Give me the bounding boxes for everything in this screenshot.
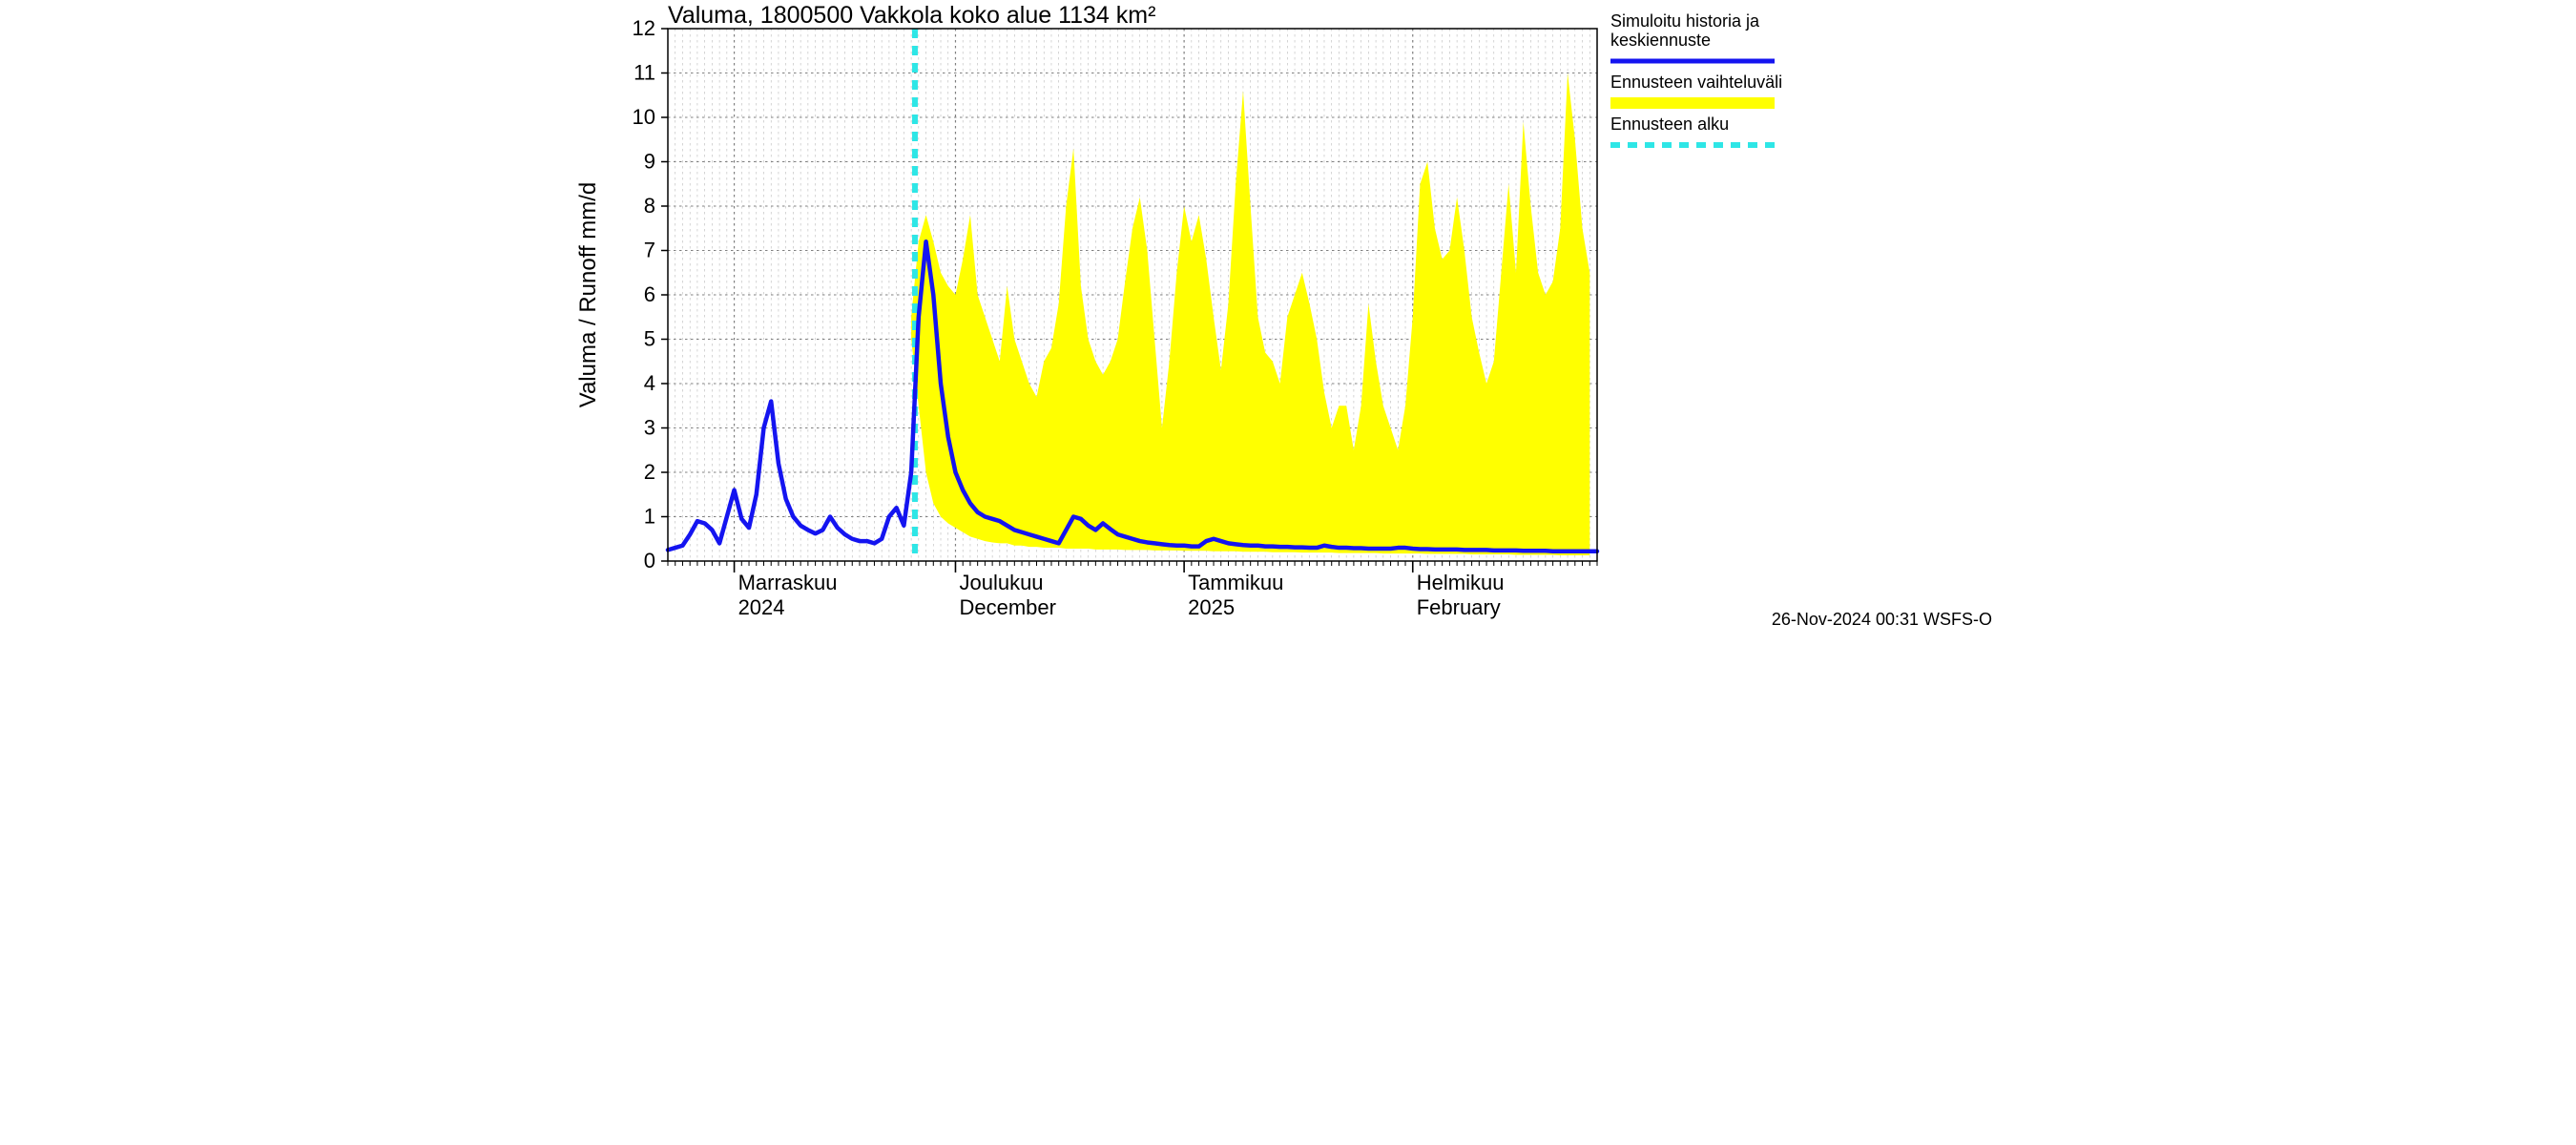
- y-tick-label: 6: [644, 282, 655, 306]
- y-tick-label: 9: [644, 150, 655, 174]
- x-month-sublabel: 2025: [1188, 595, 1235, 619]
- x-month-sublabel: December: [959, 595, 1055, 619]
- legend-label: Ennusteen vaihteluväli: [1610, 73, 1782, 92]
- y-tick-label: 7: [644, 239, 655, 262]
- legend-label: Simuloitu historia ja: [1610, 11, 1760, 31]
- x-month-label: Joulukuu: [959, 571, 1043, 594]
- y-tick-label: 11: [634, 61, 655, 85]
- x-month-label: Helmikuu: [1417, 571, 1505, 594]
- x-month-label: Tammikuu: [1188, 571, 1283, 594]
- y-tick-label: 3: [644, 416, 655, 440]
- x-month-sublabel: 2024: [738, 595, 785, 619]
- y-tick-label: 0: [644, 549, 655, 572]
- y-axis-label: Valuma / Runoff mm/d: [575, 182, 601, 408]
- legend-label: Ennusteen alku: [1610, 114, 1729, 134]
- x-month-label: Marraskuu: [738, 571, 838, 594]
- legend-label: keskiennuste: [1610, 31, 1711, 50]
- y-tick-label: 4: [644, 371, 655, 395]
- y-tick-label: 2: [644, 460, 655, 484]
- footer-timestamp: 26-Nov-2024 00:31 WSFS-O: [1772, 610, 1992, 629]
- y-tick-label: 8: [644, 194, 655, 218]
- y-tick-label: 12: [633, 16, 655, 40]
- y-tick-label: 5: [644, 327, 655, 351]
- y-tick-label: 1: [644, 505, 655, 529]
- x-month-sublabel: February: [1417, 595, 1501, 619]
- chart-title: Valuma, 1800500 Vakkola koko alue 1134 k…: [668, 2, 1155, 29]
- runoff-chart: 0123456789101112Marraskuu2024JoulukuuDec…: [572, 0, 2004, 636]
- y-tick-label: 10: [633, 105, 655, 129]
